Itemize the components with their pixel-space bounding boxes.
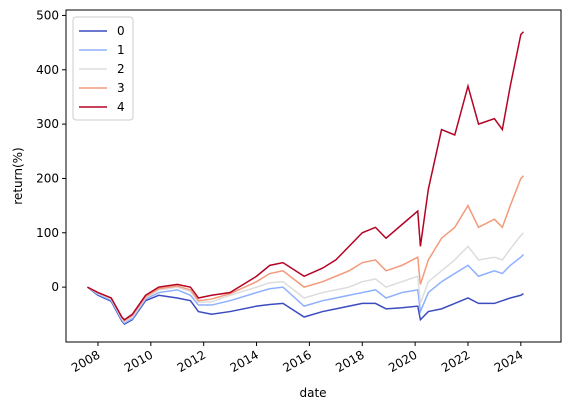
x-tick-label: 2020 (386, 348, 419, 375)
x-tick-label: 2010 (122, 348, 155, 375)
legend-label: 3 (117, 81, 125, 95)
legend-label: 1 (117, 43, 125, 57)
x-axis-label: date (299, 386, 326, 400)
y-tick-label: 400 (36, 63, 59, 77)
series-line (86, 286, 524, 326)
legend-label: 4 (117, 100, 125, 114)
legend-label: 0 (117, 24, 125, 38)
plot-frame (65, 9, 562, 343)
x-tick-label: 2024 (492, 348, 525, 375)
y-tick-label: 200 (36, 171, 59, 185)
x-tick-label: 2016 (280, 348, 313, 375)
series-line (86, 253, 525, 324)
legend-label: 2 (117, 62, 125, 76)
x-tick-label: 2014 (228, 348, 261, 375)
series-line (87, 175, 525, 322)
y-tick-label: 0 (51, 280, 59, 294)
x-tick-label: 2022 (439, 348, 472, 375)
x-tick-label: 2008 (69, 348, 102, 375)
series-line (87, 31, 525, 321)
y-axis-label: return(%) (11, 147, 25, 204)
y-tick-label: 500 (36, 8, 59, 22)
y-tick-label: 300 (36, 117, 59, 131)
x-tick-label: 2012 (175, 348, 208, 375)
series-line (87, 232, 525, 323)
x-tick-label: 2018 (333, 348, 366, 375)
y-tick-label: 100 (36, 226, 59, 240)
